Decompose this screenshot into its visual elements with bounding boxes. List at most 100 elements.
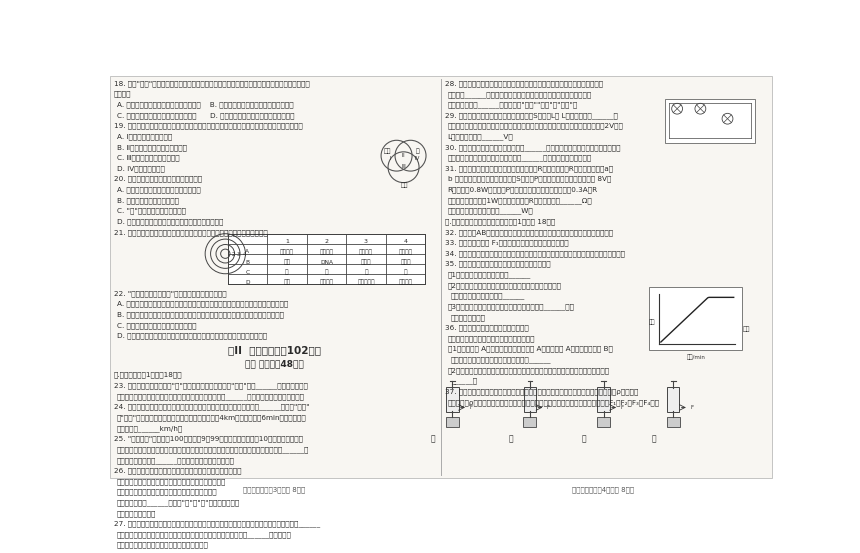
Text: 家鸽: 家鸽 (384, 149, 391, 154)
Text: F: F (470, 405, 472, 410)
Text: A. I是真正的动地生活动物: A. I是真正的动地生活动物 (117, 133, 172, 140)
Text: A. 生物分类的主要依据是生物的生活环境: A. 生物分类的主要依据是生物的生活环境 (117, 186, 200, 193)
FancyBboxPatch shape (523, 417, 537, 427)
Text: 丁: 丁 (652, 435, 656, 444)
Text: 着色体: 着色体 (360, 259, 372, 265)
FancyBboxPatch shape (597, 417, 610, 427)
Text: 物理 部分（共48分）: 物理 部分（共48分） (245, 359, 304, 368)
Text: （2）图乙是实验数据画出水的温度随时间变化的图像，由: （2）图乙是实验数据画出水的温度随时间变化的图像，由 (448, 282, 562, 289)
Text: 青蛙: 青蛙 (401, 182, 408, 188)
Text: 实验时选择薄加的玻璃板竖立在水平桌面上。: 实验时选择薄加的玻璃板竖立在水平桌面上。 (448, 335, 535, 342)
Text: 时，光屏上得到了清晰的像，利用这个成像规律可以刻制: 时，光屏上得到了清晰的像，利用这个成像规律可以刻制 (117, 478, 226, 485)
Text: 理科综合试题第4页（共 8页）: 理科综合试题第4页（共 8页） (573, 486, 635, 493)
Text: 21. 如果用下图表示下表中各种概念间的关系，则表中各选项与图示相符的是: 21. 如果用下图表示下表中各种概念间的关系，则表中各选项与图示相符的是 (114, 229, 267, 236)
FancyBboxPatch shape (665, 98, 755, 143)
Text: 动物: 动物 (284, 279, 291, 285)
FancyBboxPatch shape (524, 388, 536, 412)
Text: Ⅱ: Ⅱ (402, 153, 404, 158)
Text: （3）为了解决水在沸腾过程中是否需要加热，应______，观: （3）为了解决水在沸腾过程中是否需要加热，应______，观 (448, 304, 574, 310)
Text: C. 正年时生长发育不足是营养素不足少: C. 正年时生长发育不足是营养素不足少 (117, 322, 196, 328)
Text: （1）点燃蜡烛 A，通过玻璃板能看到蜡烛 A的像，拿与 A完全相同的蜡烛 B在: （1）点燃蜡烛 A，通过玻璃板能看到蜡烛 A的像，拿与 A完全相同的蜡烛 B在 (448, 346, 612, 352)
Text: 多的热量，从而降低钻头的温度避免钻头过烫。: 多的热量，从而降低钻头的温度避免钻头过烫。 (117, 542, 209, 549)
Text: 纲: 纲 (325, 269, 329, 275)
Text: 32. 入射光线AB由空气斜射入水中，在图上作出反射光线和折射光线的大致方向。: 32. 入射光线AB由空气斜射入水中，在图上作出反射光线和折射光线的大致方向。 (445, 229, 612, 236)
Text: 科: 科 (365, 269, 368, 275)
Text: 基因: 基因 (284, 259, 291, 265)
Text: D: D (245, 279, 249, 285)
Text: 29. 某同学连接的电路如图所示，闭合开关S，灯泡L与 L的连接方式是______，: 29. 某同学连接的电路如图所示，闭合开关S，灯泡L与 L的连接方式是_____… (445, 112, 617, 119)
Text: 乙: 乙 (508, 435, 513, 444)
Text: 脊椎动物: 脊椎动物 (319, 279, 334, 285)
Text: 或"地面"）为参照物的判断；若从家到学校的路程是4km，乘车时间为6min，则公交车的: 或"地面"）为参照物的判断；若从家到学校的路程是4km，乘车时间为6min，则公… (117, 414, 306, 421)
FancyBboxPatch shape (445, 417, 459, 427)
FancyBboxPatch shape (666, 417, 680, 427)
FancyBboxPatch shape (667, 388, 679, 412)
FancyBboxPatch shape (446, 388, 458, 412)
Text: 图乙: 图乙 (743, 327, 751, 332)
Text: 20. 下列有关生物分类的叙述，不正确的是: 20. 下列有关生物分类的叙述，不正确的是 (114, 176, 202, 182)
Text: 图可知，水沸腾时的特点是______: 图可知，水沸腾时的特点是______ (451, 293, 525, 300)
Text: 1: 1 (285, 239, 289, 244)
Text: 35. 小芳用图平所示的实验装置探究水的沸腾特点。: 35. 小芳用图平所示的实验装置探究水的沸腾特点。 (445, 261, 550, 268)
Text: 甲: 甲 (431, 435, 435, 444)
Text: （2）将光屏置于像的位置，无论如何在光屏上都找不到烛焰的像，说明像的性质是: （2）将光屏置于像的位置，无论如何在光屏上都找不到烛焰的像，说明像的性质是 (448, 367, 610, 374)
FancyBboxPatch shape (649, 288, 742, 351)
Text: A: A (245, 249, 249, 254)
Text: 33. 如图，作出动力 F₁的力臂及物体所受重力弹力示意图。: 33. 如图，作出动力 F₁的力臂及物体所受重力弹力示意图。 (445, 239, 568, 246)
Text: 种: 种 (403, 269, 408, 275)
Text: 22. "关爱生命，健康生活"，下列做法被认识正确的是: 22. "关爱生命，健康生活"，下列做法被认识正确的是 (114, 290, 226, 296)
Text: B. 同种生物的亲缘关系最密切: B. 同种生物的亲缘关系最密切 (117, 197, 179, 204)
Text: 可以出现清晰的像。: 可以出现清晰的像。 (117, 510, 157, 517)
Text: 适宜温度: 适宜温度 (398, 249, 413, 255)
Text: 充足空气: 充足空气 (359, 249, 373, 255)
Text: 30. 家庭触电事故过部分人体直接接触______线造成的，带有金属外壳的家用电器应: 30. 家庭触电事故过部分人体直接接触______线造成的，带有金属外壳的家用电… (445, 144, 620, 151)
Text: 员。在他跑道的时候，证明用力方向后蹬跑器器，跑器便给他一个前向的力，这是因为______，: 员。在他跑道的时候，证明用力方向后蹬跑器器，跑器便给他一个前向的力，这是因为__… (117, 446, 310, 453)
Text: B: B (245, 259, 249, 264)
Text: D. 小红今年十二岁，体型苗条，故为了保持身材，每天只吃少量米饭和青菜: D. 小红今年十二岁，体型苗条，故为了保持身材，每天只吃少量米饭和青菜 (117, 332, 267, 339)
Text: F: F (621, 405, 624, 410)
Text: 18. 随着"二孩"政策的全面放开，人们对生育健康越来越关心。下列关于人的生殖和发育的叙述，: 18. 随着"二孩"政策的全面放开，人们对生育健康越来越关心。下列关于人的生殖和… (114, 80, 310, 87)
Text: 无脊椎动物: 无脊椎动物 (357, 279, 375, 285)
Text: 3: 3 (237, 252, 241, 257)
Text: 环境条件: 环境条件 (319, 249, 334, 255)
Text: A. 精子和卵细胞的结合是在子宫中完成的    B. 胎儿直接从母体血液中获取氧气和养料: A. 精子和卵细胞的结合是在子宫中完成的 B. 胎儿直接从母体血液中获取氧气和养… (117, 101, 293, 108)
Text: 镜，则将光屏向______（填写"左"或"右"）移动，光屏上: 镜，则将光屏向______（填写"左"或"右"）移动，光屏上 (117, 499, 240, 506)
Text: 箱门时，往往会看到冰箱内侧的围干上有许多露珠，这是______（威象态变化名称）形成的。: 箱门时，往往会看到冰箱内侧的围干上有许多露珠，这是______（威象态变化名称）… (117, 393, 304, 400)
Text: IV: IV (415, 156, 420, 161)
Text: 37. 为了探究合金块投在水中所受浮力和它排开水的重力之间的关系，并利用水的密度ρ水求出读: 37. 为了探究合金块投在水中所受浮力和它排开水的重力之间的关系，并利用水的密度… (445, 388, 638, 395)
Text: 细胞核: 细胞核 (400, 259, 411, 265)
Text: 4: 4 (403, 239, 408, 244)
Text: 28. 潜水员在较深的海水中工作时要穿抗压潜水服，这是由于海水的压强随着深: 28. 潜水员在较深的海水中工作时要穿抗压潜水服，这是由于海水的压强随着深 (445, 80, 603, 87)
Text: 4: 4 (243, 252, 246, 257)
Text: 36. 利用如图装置探究平面镜成像特点。: 36. 利用如图装置探究平面镜成像特点。 (445, 325, 528, 331)
Text: 种子囊层: 种子囊层 (280, 249, 294, 255)
FancyBboxPatch shape (598, 388, 610, 412)
Text: 34. 如图所示，根据小磁针静止时的方向，在图中标出电源的正负极和通电磁线圈的绕向。: 34. 如图所示，根据小磁针静止时的方向，在图中标出电源的正负极和通电磁线圈的绕… (445, 251, 624, 257)
Text: C. Ⅲ是有辅助呼吸器官的生物: C. Ⅲ是有辅助呼吸器官的生物 (117, 155, 180, 161)
Text: 使用三线插，目的是为了让金属外壳与______相连，不对人造成伤害。: 使用三线插，目的是为了让金属外壳与______相连，不对人造成伤害。 (448, 155, 592, 161)
Text: 合金的密度ρ，某同学进行了如图甲、乙、丙、丁四次测量（弹簧测力计读数分别为F₁、F₂、F₃、F₄）。: 合金的密度ρ，某同学进行了如图甲、乙、丙、丁四次测量（弹簧测力计读数分别为F₁、… (448, 399, 660, 405)
Text: 理科综合试题第3页（共 8页）: 理科综合试题第3页（共 8页） (243, 486, 305, 493)
Text: 3: 3 (364, 239, 368, 244)
Text: D. IV是完全变态发育: D. IV是完全变态发育 (117, 165, 164, 172)
Text: 卷II  非选择题（共102分）: 卷II 非选择题（共102分） (228, 345, 321, 355)
Text: 正确的是: 正确的是 (114, 91, 132, 97)
Text: 整个电路消耗的最大功率是______W。: 整个电路消耗的最大功率是______W。 (448, 208, 533, 215)
FancyBboxPatch shape (110, 76, 771, 478)
Text: B. 艾滋病具有传染性，一般的交往与交谈、握手、拥抱、同屏幕观影不会导致感染的: B. 艾滋病具有传染性，一般的交往与交谈、握手、拥抱、同屏幕观影不会导致感染的 (117, 311, 284, 318)
Text: 增加了，在钻孔过程中不断地往钻头上注水，可以利用水的比热容较______，能吸收较: 增加了，在钻孔过程中不断地往钻头上注水，可以利用水的比热容较______，能吸收… (117, 531, 292, 538)
Text: 门: 门 (286, 269, 289, 275)
Text: 温度: 温度 (648, 319, 654, 325)
Text: 中，所受异力为______。（均填写"增大""减小"或"不变"）: 中，所受异力为______。（均填写"增大""减小"或"不变"） (448, 101, 578, 108)
Text: 2: 2 (231, 252, 235, 257)
Text: Ⅲ: Ⅲ (402, 164, 406, 169)
Text: F: F (691, 405, 693, 410)
Text: C: C (245, 269, 249, 274)
Text: D. 对生物进行分类，有利于认识和保护生物的多样性: D. 对生物进行分类，有利于认识和保护生物的多样性 (117, 218, 224, 225)
Text: 平均速度为______km/h。: 平均速度为______km/h。 (117, 425, 183, 432)
Text: 23. 电冰箱里的食物容易变"味"，从物理角度分析，食物"变味"属于______现象。当打开冰: 23. 电冰箱里的食物容易变"味"，从物理角度分析，食物"变味"属于______… (114, 383, 308, 389)
Text: I: I (390, 156, 391, 161)
Text: 身形动物: 身形动物 (398, 279, 413, 285)
Text: 27. 建筑及装修工程中经常需要用钻孔机机钻孔，钻孔时钻头发热是由于克服摩擦力使钻头的______: 27. 建筑及装修工程中经常需要用钻孔机机钻孔，钻孔时钻头发热是由于克服摩擦力使… (114, 520, 320, 528)
Text: 25. "中国飞人"苏炳添于100米比赛中9秒99的成绩，成为首位进10秒大关的中国运动: 25. "中国飞人"苏炳添于100米比赛中9秒99的成绩，成为首位进10秒大关的… (114, 436, 303, 442)
